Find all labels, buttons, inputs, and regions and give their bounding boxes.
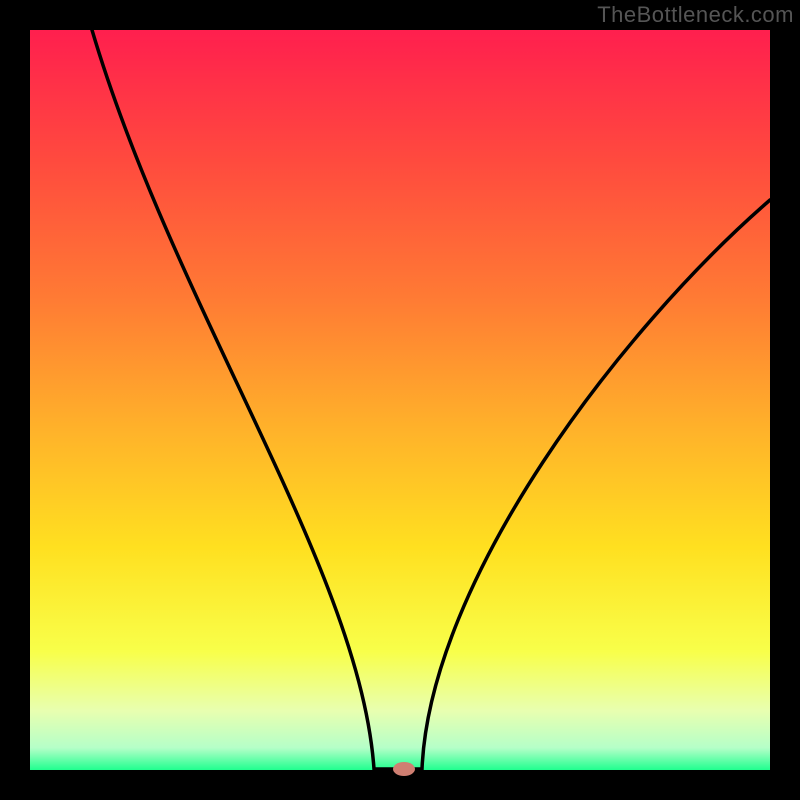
chart-container: TheBottleneck.com	[0, 0, 800, 800]
bottleneck-chart	[0, 0, 800, 800]
watermark-text: TheBottleneck.com	[597, 2, 794, 28]
valley-marker	[393, 762, 415, 776]
plot-background	[30, 30, 770, 770]
